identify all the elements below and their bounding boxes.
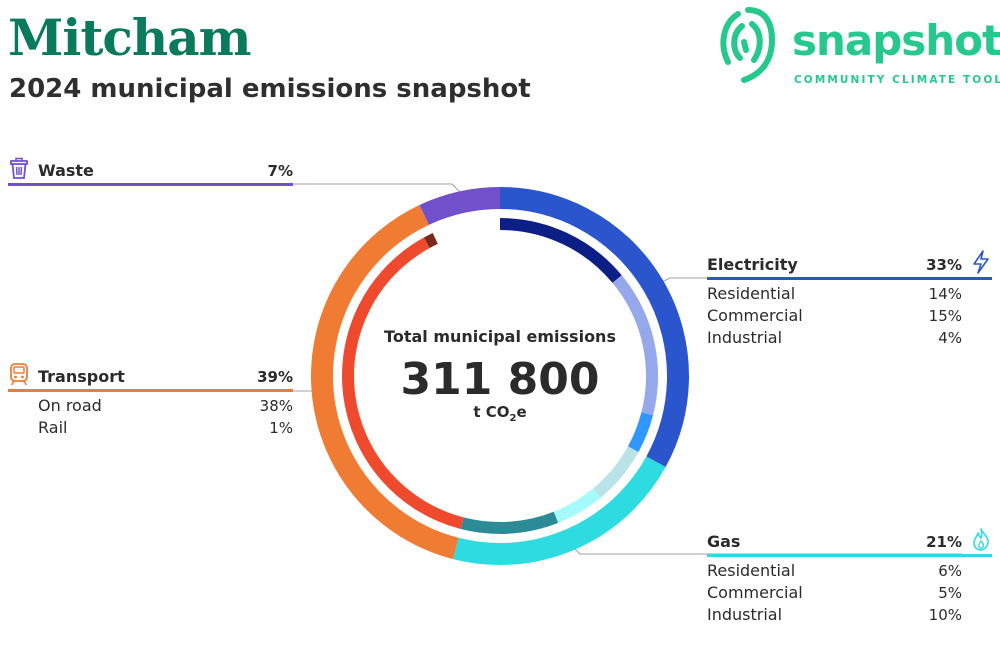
subcategory-row: On road 38% — [8, 395, 293, 417]
subcategory-percent: 10% — [928, 606, 962, 624]
subcategory-name: Residential — [707, 561, 796, 580]
category-electricity: Electricity 33% Residential 14% Commerci… — [707, 250, 992, 349]
subcategory-percent: 38% — [259, 397, 293, 415]
subcategory-row: Industrial 4% — [707, 327, 992, 349]
category-transport: Transport 39% On road 38% Rail 1% — [8, 363, 293, 439]
subcategory-name: Rail — [38, 418, 68, 437]
subcategory-row: Commercial 15% — [707, 305, 992, 327]
subcategory-row: Industrial 10% — [707, 604, 992, 626]
category-rule — [707, 554, 992, 557]
subcategory-name: Industrial — [707, 605, 783, 624]
outer-slice-transport — [311, 204, 459, 560]
total-unit: t CO2e — [360, 403, 640, 424]
inner-slice-transport-on-road — [342, 237, 464, 530]
subcategory-name: Commercial — [707, 583, 803, 602]
category-percent: 21% — [926, 533, 962, 551]
inner-slice-electricity-residential — [499, 218, 622, 283]
subcategory-name: On road — [38, 396, 102, 415]
train-icon — [10, 363, 28, 386]
snapshot-logo: snapshot COMMUNITY CLIMATE TOOL — [714, 2, 1000, 92]
category-percent: 7% — [267, 162, 293, 180]
subcategory-name: Commercial — [707, 306, 803, 325]
subcategory-row: Rail 1% — [8, 417, 293, 439]
inner-slice-gas-commercial — [553, 488, 601, 523]
unit-suffix: e — [516, 403, 527, 421]
subcategory-name: Residential — [707, 284, 796, 303]
outer-ring — [311, 187, 689, 565]
outer-slice-waste — [419, 187, 501, 225]
category-waste: Waste 7% — [8, 157, 293, 186]
subcategory-percent: 14% — [928, 285, 962, 303]
category-name: Waste — [38, 161, 94, 180]
inner-ring — [342, 218, 658, 534]
subcategory-percent: 4% — [938, 329, 962, 347]
logo-wordmark: snapshot — [792, 16, 1000, 65]
inner-slice-electricity-industrial — [627, 412, 654, 453]
category-rule — [8, 389, 293, 392]
category-rule — [8, 183, 293, 186]
subcategory-name: Industrial — [707, 328, 783, 347]
subcategory-percent: 5% — [938, 584, 962, 602]
inner-slice-gas-industrial — [460, 511, 559, 534]
snapshot-swirl-icon — [720, 7, 776, 83]
unit-prefix: t CO — [473, 403, 510, 421]
trash-bin-icon — [10, 157, 28, 179]
total-value: 311 800 — [400, 354, 600, 405]
page-subtitle: 2024 municipal emissions snapshot — [9, 74, 531, 104]
category-name: Transport — [38, 367, 125, 386]
category-gas: Gas 21% Residential 6% Commercial 5% Ind… — [707, 528, 992, 626]
logo-tagline: COMMUNITY CLIMATE TOOL — [794, 74, 1000, 86]
subcategory-row: Commercial 5% — [707, 582, 992, 604]
flame-icon — [973, 528, 989, 551]
total-label: Total municipal emissions — [384, 327, 616, 346]
outer-slice-gas — [453, 456, 666, 565]
inner-slice-gas-residential — [592, 446, 639, 498]
category-percent: 39% — [257, 368, 293, 386]
unit-subscript: 2 — [509, 413, 517, 424]
subcategory-percent: 1% — [269, 419, 293, 437]
inner-slice-transport-rail — [423, 233, 438, 249]
leader-line-waste — [292, 183, 461, 193]
category-percent: 33% — [926, 256, 962, 274]
outer-slice-electricity — [499, 187, 689, 468]
category-name: Gas — [707, 532, 741, 551]
lightning-icon — [973, 250, 989, 274]
category-name: Electricity — [707, 255, 798, 274]
subcategory-percent: 15% — [928, 307, 962, 325]
category-rule — [707, 277, 992, 280]
inner-slice-electricity-commercial — [612, 275, 658, 416]
subcategory-row: Residential 14% — [707, 283, 992, 305]
subcategory-row: Residential 6% — [707, 560, 992, 582]
page-title: Mitcham — [8, 8, 252, 67]
subcategory-percent: 6% — [938, 562, 962, 580]
